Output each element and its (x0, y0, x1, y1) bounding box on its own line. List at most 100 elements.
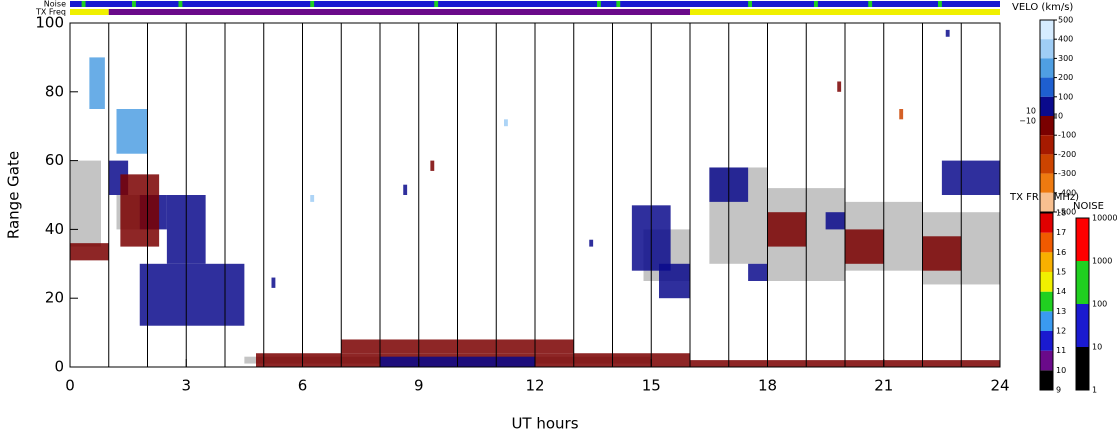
velocity-tick-label: −10 (1019, 116, 1036, 125)
noise-tick-label: 10 (1092, 343, 1102, 352)
x-tick-label: 3 (181, 377, 191, 395)
velocity-cell (89, 57, 105, 109)
txfreq-segment (70, 9, 109, 15)
y-tick-label: 80 (45, 82, 64, 100)
txfreq-colorbar-cell (1040, 291, 1053, 312)
velocity-cell (767, 212, 807, 247)
velocity-tick-label: 10 (1026, 107, 1036, 116)
y-tick-label: 20 (45, 289, 64, 307)
velocity-cell (659, 263, 690, 299)
txfreq-tick-label: 9 (1056, 386, 1061, 395)
velocity-colorbar-cell (1040, 58, 1054, 78)
velocity-tick-label: -500 (1058, 208, 1076, 217)
txfreq-tick-label: 14 (1056, 287, 1066, 296)
txfreq-tick-label: 17 (1056, 228, 1066, 237)
x-tick-label: 12 (525, 377, 544, 395)
x-tick-label: 15 (642, 377, 661, 395)
txfreq-segment (690, 9, 1000, 15)
velocity-tick-label: 200 (1058, 73, 1073, 82)
noise-tick-label: 10000 (1092, 214, 1117, 223)
txfreq-tick-label: 15 (1056, 268, 1066, 277)
x-tick-label: 0 (65, 377, 75, 395)
velocity-cell (748, 263, 768, 281)
txfreq-colorbar-cell (1040, 311, 1053, 331)
txfreq-colorbar-cell (1040, 350, 1053, 371)
noise-colorbar-cell (1076, 261, 1089, 304)
txfreq-colorbar-cell (1040, 232, 1053, 253)
velocity-colorbar-cell (1040, 20, 1054, 40)
velocity-cell (120, 174, 160, 247)
noise-colorbar-cell (1076, 304, 1089, 347)
velocity-cell (945, 29, 950, 37)
noise-segment (616, 1, 621, 7)
y-tick-label: 100 (35, 14, 64, 32)
velocity-colorbar-cell (1040, 192, 1054, 212)
velocity-cell (70, 243, 109, 261)
velocity-cell (430, 160, 435, 171)
velocity-cell (845, 229, 884, 264)
x-tick-label: 21 (874, 377, 893, 395)
x-tick-label: 9 (414, 377, 424, 395)
x-tick-label: 24 (990, 377, 1009, 395)
velocity-colorbar-cell (1040, 96, 1054, 116)
noise-colorbar-cell (1076, 347, 1089, 390)
velocity-tick-label: -100 (1058, 131, 1076, 140)
y-axis-label: Range Gate (5, 151, 23, 239)
velocity-tick-label: 100 (1058, 92, 1073, 101)
txfreq-colorbar-cell (1040, 331, 1053, 351)
txfreq-colorbar-cell (1040, 252, 1053, 272)
velocity-cell (922, 236, 962, 271)
y-tick-label: 0 (54, 358, 64, 376)
ground-scatter (70, 160, 101, 247)
velocity-tick-label: 300 (1058, 54, 1073, 63)
txfreq-colorbar-cell (1040, 370, 1053, 390)
velocity-cell (899, 109, 904, 120)
velocity-colorbar-cell (1040, 116, 1054, 136)
y-tick-label: 40 (45, 220, 64, 238)
velocity-tick-label: 0 (1058, 112, 1063, 121)
noise-segment (748, 1, 752, 7)
txfreq-tick-label: 12 (1056, 327, 1066, 336)
velocity-cell (139, 263, 245, 326)
velocity-cell (825, 212, 845, 230)
velocity-cell (116, 109, 148, 154)
velocity-tick-label: 400 (1058, 35, 1073, 44)
noise-segment (814, 1, 818, 7)
velocity-tick-label: 500 (1058, 16, 1073, 25)
velocity-colorbar-cell (1040, 39, 1054, 59)
y-tick-label: 60 (45, 151, 64, 169)
noise-strip-label: Noise (44, 0, 66, 9)
txfreq-segment (108, 9, 690, 15)
velocity-colorbar-cell (1040, 173, 1054, 193)
txfreq-tick-label: 10 (1056, 366, 1066, 375)
noise-segment (178, 1, 183, 7)
noise-tick-label: 1000 (1092, 257, 1112, 266)
txfreq-tick-label: 18 (1056, 209, 1066, 218)
noise-segment (310, 1, 315, 7)
txfreq-colorbar-cell (1040, 213, 1053, 233)
txfreq-tick-label: 13 (1056, 307, 1066, 316)
velocity-cell (837, 81, 842, 92)
txfreq-tick-label: 11 (1056, 346, 1066, 355)
noise-segment (597, 1, 601, 7)
velocity-tick-label: -200 (1058, 150, 1076, 159)
noise-segment (81, 1, 86, 7)
velocity-colorbar-cell (1040, 135, 1054, 155)
noise-segment (70, 1, 1000, 7)
noise-tick-label: 100 (1092, 300, 1107, 309)
velocity-tick-label: -300 (1058, 169, 1076, 178)
velocity-cell (941, 160, 1000, 195)
x-tick-label: 6 (298, 377, 308, 395)
noise-segment (132, 1, 136, 7)
velocity-scale-title: VELO (km/s) (1012, 2, 1073, 13)
noise-scale-title: NOISE (1073, 201, 1104, 212)
noise-segment (434, 1, 439, 7)
noise-colorbar-frame (1075, 217, 1090, 391)
velocity-colorbar-cell (1040, 154, 1054, 174)
velocity-cell (589, 239, 594, 247)
noise-colorbar-cell (1076, 218, 1089, 261)
velocity-cell (504, 119, 508, 127)
txfreq-strip-label: TX Freq (35, 8, 66, 17)
noise-segment (938, 1, 942, 7)
